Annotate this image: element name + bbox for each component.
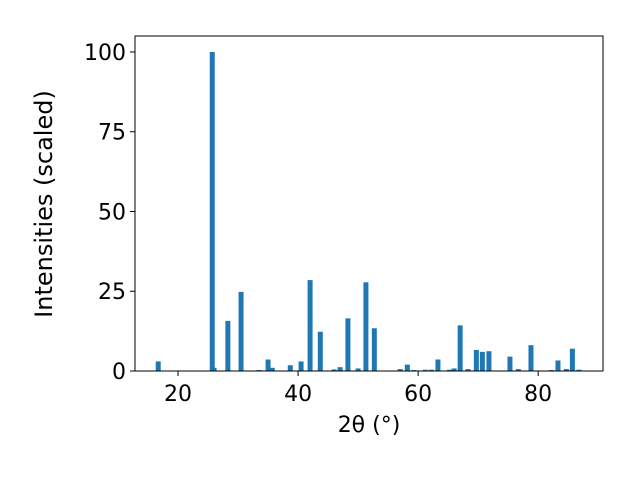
bar: [563, 369, 569, 371]
bar: [555, 360, 561, 371]
bar: [397, 369, 403, 371]
y-tick-label: 25: [98, 280, 126, 305]
y-tick-label: 75: [98, 121, 126, 146]
bar: [465, 369, 471, 371]
bar: [355, 368, 361, 371]
bar: [265, 359, 271, 371]
bar: [331, 369, 337, 371]
bar: [446, 369, 452, 371]
bar: [269, 367, 275, 371]
y-tick-label: 50: [98, 200, 126, 225]
bar: [298, 361, 304, 371]
bar: [363, 282, 369, 371]
bar: [225, 320, 231, 371]
bar: [435, 359, 441, 371]
bar: [428, 369, 434, 371]
bar: [345, 318, 351, 371]
x-tick-label: 20: [164, 382, 192, 407]
bar: [486, 351, 492, 371]
bar: [404, 364, 410, 371]
bar: [451, 368, 457, 371]
bar: [473, 349, 479, 371]
bar: [507, 356, 513, 371]
bar: [211, 367, 217, 371]
bar: [515, 369, 521, 371]
x-tick-label: 60: [404, 382, 432, 407]
x-tick-label: 80: [524, 382, 552, 407]
bar: [576, 369, 582, 371]
x-tick-label: 40: [284, 382, 312, 407]
bar: [238, 291, 244, 371]
bar: [317, 331, 323, 371]
y-tick-label: 0: [112, 360, 126, 385]
bar: [337, 367, 343, 371]
bar: [422, 369, 428, 371]
bar: [307, 280, 313, 371]
y-tick-label: 100: [84, 41, 126, 66]
bar: [209, 51, 215, 371]
x-axis-label: 2θ (°): [338, 413, 401, 438]
y-axis-label: Intensities (scaled): [30, 90, 58, 318]
bar: [569, 348, 575, 371]
bar: [287, 365, 293, 371]
bar: [155, 361, 161, 371]
bar: [371, 328, 377, 371]
bar: [457, 325, 463, 371]
bar: [479, 351, 485, 371]
bar: [528, 345, 534, 371]
plot-frame: [134, 35, 604, 372]
